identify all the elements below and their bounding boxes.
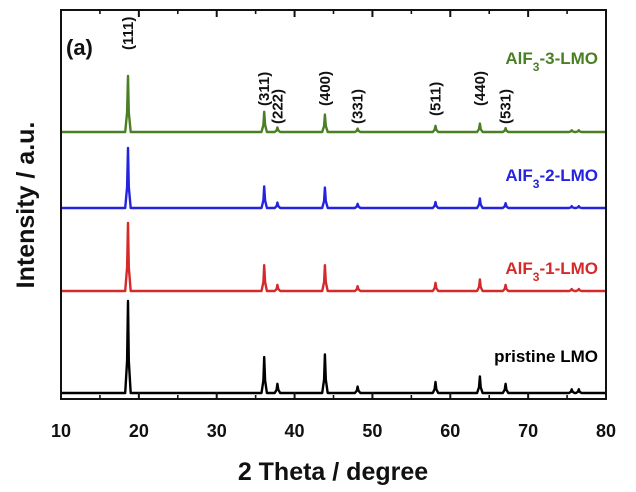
- hkl-label: (222): [269, 89, 286, 124]
- hkl-label: (531): [498, 89, 515, 124]
- x-tick-label: 50: [362, 421, 382, 441]
- hkl-label: (111): [120, 17, 137, 50]
- x-tick-label: 80: [596, 421, 616, 441]
- x-tick-label: 10: [51, 421, 71, 441]
- hkl-label: (400): [317, 71, 334, 106]
- series-label: AlF3-1-LMO: [505, 259, 598, 284]
- series-label: AlF3-3-LMO: [505, 49, 598, 74]
- x-tick-label: 70: [518, 421, 538, 441]
- y-axis-title: Intensity / a.u.: [12, 122, 40, 289]
- series-line: [61, 221, 606, 293]
- x-axis-title: 2 Theta / degree: [238, 458, 428, 486]
- x-tick-label: 60: [440, 421, 460, 441]
- x-tick-label: 40: [285, 421, 305, 441]
- series-label: pristine LMO: [494, 347, 598, 366]
- x-tick-label: 20: [129, 421, 149, 441]
- series-label: AlF3-2-LMO: [505, 166, 598, 191]
- axis-layer: 10 20 30 40 50 60 70 80: [51, 10, 616, 441]
- hkl-label: (311): [256, 72, 273, 106]
- series-line: [61, 299, 606, 395]
- hkl-label: (331): [350, 89, 367, 124]
- series-line: [61, 146, 606, 210]
- series-line: [61, 74, 606, 134]
- panel-label: (a): [66, 35, 93, 60]
- hkl-label: (511): [428, 82, 445, 116]
- x-tick-label: 30: [207, 421, 227, 441]
- annotations-layer: pristine LMO AlF3-1-LMO AlF3-2-LMO AlF3-3-L…: [120, 17, 598, 366]
- hkl-label: (440): [472, 71, 489, 106]
- traces-layer: [61, 74, 606, 395]
